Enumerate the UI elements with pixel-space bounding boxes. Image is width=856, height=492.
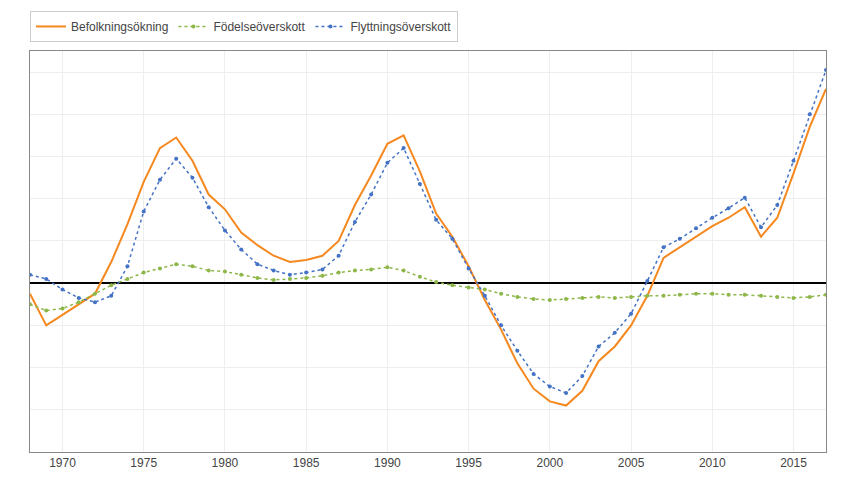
svg-text:2015: 2015 (780, 456, 807, 470)
svg-text:2010: 2010 (699, 456, 726, 470)
svg-text:Födelseöverskott: Födelseöverskott (213, 20, 305, 34)
svg-text:1975: 1975 (130, 456, 157, 470)
svg-text:2000: 2000 (536, 456, 563, 470)
svg-text:2005: 2005 (618, 456, 645, 470)
svg-text:1970: 1970 (49, 456, 76, 470)
svg-text:Befolkningsökning: Befolkningsökning (71, 20, 168, 34)
svg-text:Flyttningsöverskott: Flyttningsöverskott (350, 20, 451, 34)
svg-text:1980: 1980 (212, 456, 239, 470)
svg-text:1985: 1985 (293, 456, 320, 470)
svg-text:1995: 1995 (455, 456, 482, 470)
svg-text:1990: 1990 (374, 456, 401, 470)
